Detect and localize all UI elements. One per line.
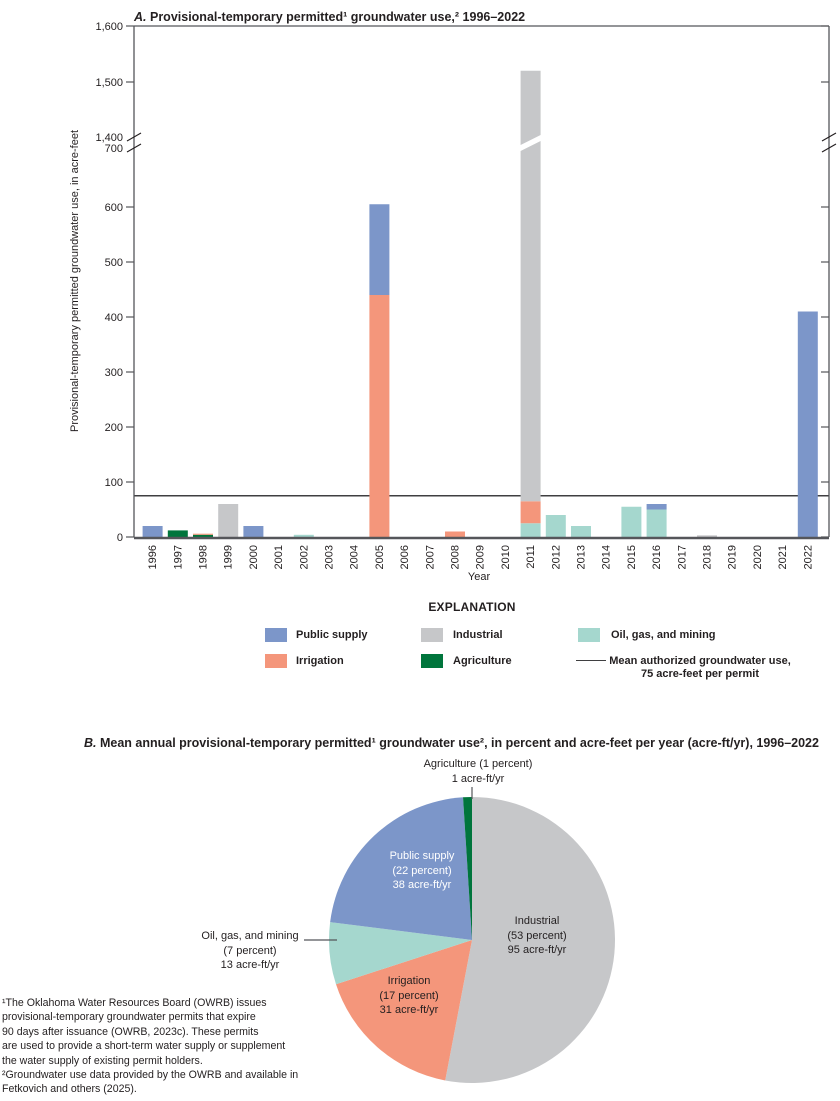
pie-label-public-supply: Public supply (22 percent) 38 acre-ft/yr — [389, 850, 455, 891]
x-tick-label-2016: 2016 — [651, 545, 663, 569]
pie-label-agriculture: Agriculture (1 percent) 1 acre-ft/yr — [423, 758, 533, 785]
footnotes: ¹The Oklahoma Water Resources Board (OWR… — [2, 997, 299, 1096]
legend-label-public-supply: Public supply — [296, 629, 368, 641]
x-tick-label-2012: 2012 — [550, 545, 562, 569]
bar-1999-industrial — [218, 504, 239, 537]
bar-2000-public-supply — [243, 526, 264, 537]
legend-swatch-agriculture — [421, 654, 443, 668]
y-tick-label-200: 200 — [105, 422, 123, 434]
x-tick-label-2000: 2000 — [248, 545, 260, 569]
pie-label-irrigation: Irrigation (17 percent) 31 acre-ft/yr — [379, 975, 439, 1016]
bar-1997-agriculture — [167, 530, 188, 537]
x-tick-label-2020: 2020 — [752, 545, 764, 569]
x-tick-label-2009: 2009 — [475, 545, 487, 569]
bar-2011-oil-gas-and-mining — [520, 523, 541, 537]
pie-slice-irrigation — [335, 940, 472, 1081]
x-tick-label-2017: 2017 — [676, 545, 688, 569]
x-tick-label-1998: 1998 — [198, 545, 210, 569]
y-tick-label-400: 400 — [105, 312, 123, 324]
x-tick-label-2014: 2014 — [601, 545, 613, 569]
bar-2018-industrial — [697, 535, 717, 537]
bar-chart-a: 1996 1997 1998 1999 2000 2001 2002 2003 2004 2005… — [95, 21, 837, 569]
legend-label-oil-gas-and-mining: Oil, gas, and mining — [611, 629, 716, 641]
pie-slice-public-supply — [330, 797, 472, 940]
bar-2005-irrigation — [369, 295, 390, 537]
legend-label-mean-authorized-groundwater-use: Mean authorized groundwater use, 75 acre… — [609, 655, 791, 680]
x-tick-label-2013: 2013 — [576, 545, 588, 569]
axis-break-slash-right — [821, 143, 837, 153]
legend-swatch-irrigation — [265, 654, 287, 668]
legend-line-symbol-mean-authorized-groundwater-use — [576, 660, 606, 661]
bar-2012-oil-gas-and-mining — [545, 515, 566, 537]
legend-swatch-public-supply — [265, 628, 287, 642]
bar-2011-irrigation — [520, 501, 541, 524]
x-tick-label-2010: 2010 — [500, 545, 512, 569]
legend-label-industrial: Industrial — [453, 629, 503, 641]
pie-slice-oil-gas-and-mining — [328, 922, 472, 985]
pie-chart-b — [304, 787, 615, 1083]
bar-2005-public-supply — [369, 204, 390, 295]
x-tick-label-2008: 2008 — [450, 545, 462, 569]
axis-break-slash-left — [126, 132, 142, 142]
x-tick-label-2019: 2019 — [727, 545, 739, 569]
chart-b-title: B. Mean annual provisional-temporary per… — [84, 736, 819, 750]
x-tick-label-2002: 2002 — [298, 545, 310, 569]
x-tick-label-2021: 2021 — [777, 545, 789, 569]
chart-a-title-text: Provisional-temporary permitted¹ groundw… — [149, 10, 526, 24]
legend-label-irrigation: Irrigation — [296, 655, 344, 667]
bar-2016-oil-gas-and-mining — [646, 509, 667, 537]
x-tick-label-2011: 2011 — [525, 545, 537, 569]
pie-slice-industrial — [445, 797, 615, 1083]
x-tick-label-2007: 2007 — [424, 545, 436, 569]
bar-2008-irrigation — [445, 531, 465, 537]
x-tick-label-2006: 2006 — [399, 545, 411, 569]
x-tick-label-2015: 2015 — [626, 545, 638, 569]
chart-a-title: A. Provisional-temporary permitted¹ grou… — [134, 10, 525, 24]
x-tick-label-2018: 2018 — [702, 545, 714, 569]
x-tick-label-2005: 2005 — [374, 545, 386, 569]
bar-2022-public-supply — [797, 311, 818, 537]
pie-slice-agriculture — [463, 797, 472, 940]
x-tick-label-2001: 2001 — [273, 545, 285, 569]
bar-2013-oil-gas-and-mining — [571, 526, 591, 537]
bar-2016-public-supply — [646, 504, 667, 510]
explanation-heading: EXPLANATION — [428, 600, 516, 614]
legend-swatch-oil-gas-and-mining — [578, 628, 600, 642]
bar-2002-oil-gas-and-mining — [293, 534, 314, 537]
y-tick-label-100: 100 — [105, 477, 123, 489]
x-tick-label-1996: 1996 — [147, 545, 159, 569]
y-tick-label-1400: 1,400 — [95, 132, 123, 144]
bar-1996-public-supply — [142, 526, 163, 537]
x-tick-label-1997: 1997 — [172, 545, 184, 569]
x-tick-label-1999: 1999 — [223, 545, 235, 569]
x-tick-label-2004: 2004 — [349, 545, 361, 569]
x-tick-label-2022: 2022 — [802, 545, 814, 569]
legend-label-agriculture: Agriculture — [453, 655, 512, 667]
y-tick-label-1600: 1,600 — [95, 21, 123, 33]
y-tick-label-600: 600 — [105, 202, 123, 214]
chart-b-title-text: Mean annual provisional-temporary permit… — [99, 736, 819, 750]
bar-2011-industrial-lower — [520, 141, 541, 502]
y-tick-label-0: 0 — [117, 532, 123, 544]
bar-2015-oil-gas-and-mining — [621, 506, 642, 537]
chart-a-x-axis-title: Year — [467, 571, 491, 583]
x-tick-label-2003: 2003 — [324, 545, 336, 569]
y-tick-label-500: 500 — [105, 257, 123, 269]
y-tick-label-700: 700 — [105, 143, 123, 155]
axis-break-slash-left — [126, 143, 142, 153]
y-tick-label-300: 300 — [105, 367, 123, 379]
y-tick-label-1500: 1,500 — [95, 77, 123, 89]
axis-break-slash-right — [821, 132, 837, 142]
chart-b-title-prefix: B. — [84, 736, 97, 750]
pie-label-oil-gas-mining: Oil, gas, and mining (7 percent) 13 acre… — [201, 930, 299, 971]
bar-1998-irrigation — [193, 533, 213, 535]
bar-2011-industrial-upper — [520, 70, 541, 145]
bar-1998-agriculture — [193, 534, 213, 537]
legend-swatch-industrial — [421, 628, 443, 642]
pie-label-industrial: Industrial (53 percent) 95 acre-ft/yr — [507, 915, 567, 956]
chart-a-title-prefix: A. — [134, 10, 147, 24]
